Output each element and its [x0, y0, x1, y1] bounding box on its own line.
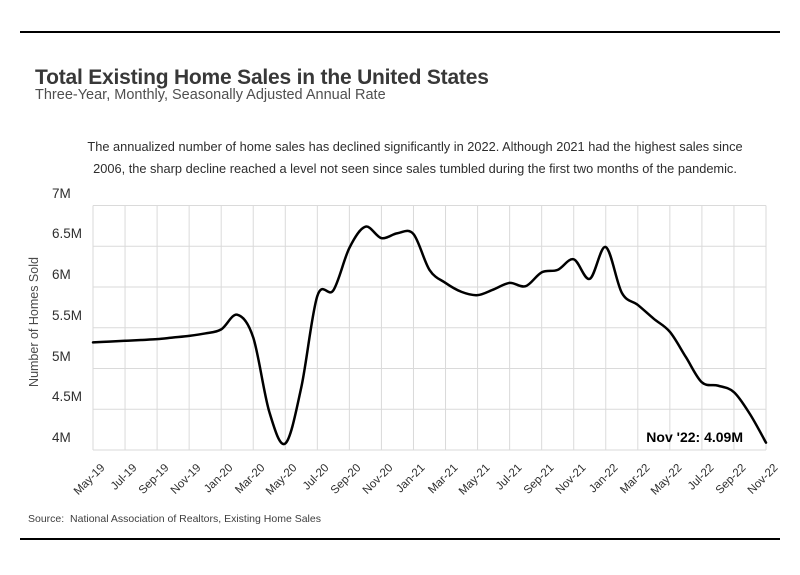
y-tick-label: 6M	[52, 267, 71, 282]
page-subtitle: Three-Year, Monthly, Seasonally Adjusted…	[35, 87, 386, 103]
y-tick-label: 4.5M	[52, 389, 83, 405]
y-tick-label: 4M	[52, 430, 71, 445]
top-divider	[20, 31, 780, 33]
y-tick-label: 6.5M	[52, 226, 83, 242]
y-tick-label: 5M	[52, 348, 71, 364]
bottom-divider	[20, 538, 780, 540]
y-tick-label: 7M	[52, 185, 71, 201]
chart-annotation: The annualized number of home sales has …	[87, 139, 743, 176]
source-note: Source: National Association of Realtors…	[28, 513, 321, 525]
latest-value-label: Nov '22: 4.09M	[646, 429, 743, 445]
page-title: Total Existing Home Sales in the United …	[35, 66, 489, 90]
y-tick-label: 5.5M	[52, 307, 83, 323]
home-sales-line	[91, 225, 768, 446]
